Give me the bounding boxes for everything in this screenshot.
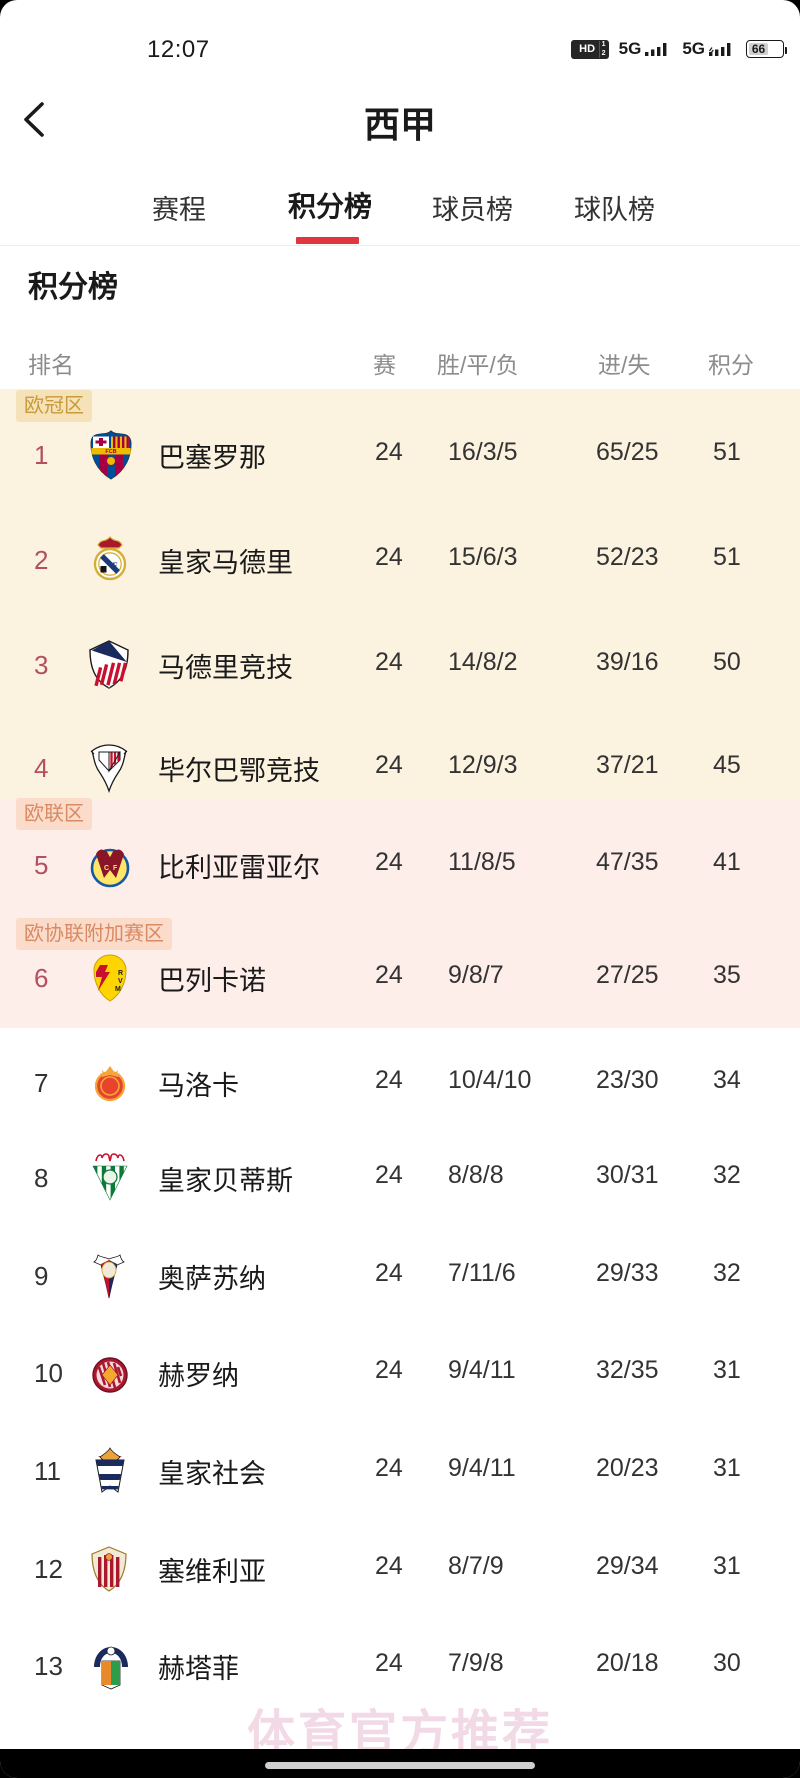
svg-text:F: F bbox=[112, 560, 117, 570]
svg-text:V: V bbox=[118, 978, 123, 985]
svg-text:C: C bbox=[104, 865, 109, 872]
svg-text:R: R bbox=[118, 970, 123, 977]
svg-text:FCB: FCB bbox=[105, 449, 116, 455]
svg-text:M: M bbox=[115, 986, 121, 993]
svg-text:F: F bbox=[113, 865, 118, 872]
